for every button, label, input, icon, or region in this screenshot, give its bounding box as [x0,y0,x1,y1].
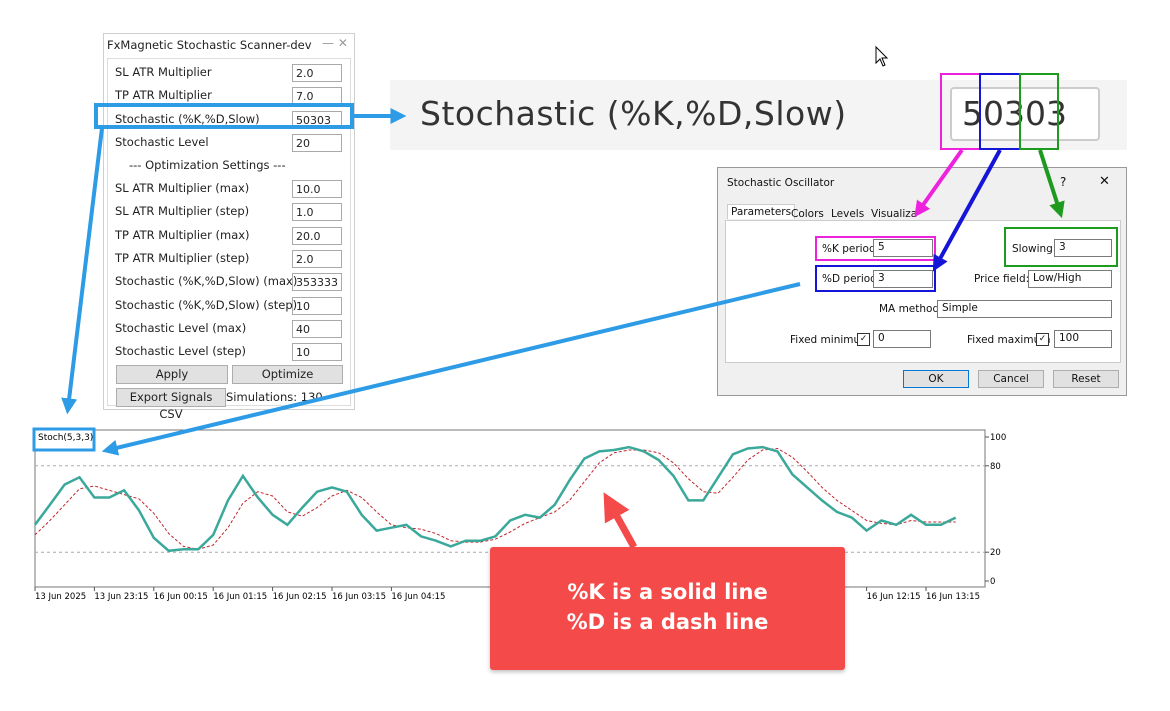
x-tick-label: 16 Jun 03:15 [332,592,386,602]
d-input[interactable]: 3 [873,270,933,288]
setting-label: Stochastic Level (step) [115,344,247,359]
setting-label: Stochastic (%K,%D,Slow) (step) [115,297,298,312]
setting-input[interactable]: 50303 [292,110,342,129]
setting-label: Stochastic (%K,%D,Slow) (max) [115,274,298,289]
tab[interactable]: Visualiza [871,208,918,220]
series-line [33,445,957,553]
dialog-title: Stochastic Oscillator [727,177,835,189]
x-tick-label: 16 Jun 12:15 [867,592,921,602]
setting-input[interactable]: 2.0 [292,64,342,82]
apply-button[interactable]: Apply [116,365,228,384]
setting-input[interactable]: 2.0 [292,249,342,268]
min-label: Fixed minimum [790,334,871,346]
k-label: %K period: [822,243,880,255]
k-input[interactable]: 5 [873,239,933,257]
chart-title: Stoch(5,3,3) [38,433,93,443]
cancel-button[interactable]: Cancel [978,370,1044,388]
setting-label: SL ATR Multiplier [115,65,212,79]
setting-label: SL ATR Multiplier (max) [115,181,250,195]
mouse-cursor [875,45,889,67]
y-tick-label: 80 [990,462,1001,472]
series-line [34,447,956,550]
setting-input[interactable]: 40 [292,319,342,338]
x-tick-label: 16 Jun 04:15 [391,592,445,602]
help-button[interactable]: ? [1060,175,1067,189]
d-label: %D period: [822,273,881,285]
max-checkbox[interactable]: ✓ [1036,333,1049,346]
zoom-value: 50303 [962,94,1067,133]
setting-input[interactable]: 20 [292,133,342,152]
export-button[interactable]: Export Signals CSV [116,388,226,421]
x-tick-label: 16 Jun 13:15 [926,592,980,602]
tab[interactable]: Levels [831,208,865,220]
setting-label: TP ATR Multiplier (max) [115,227,250,242]
zoom-label: Stochastic (%K,%D,Slow) [420,94,847,133]
x-tick-label: 13 Jun 23:15 [94,592,148,602]
min-input[interactable]: 0 [873,330,931,348]
scanner-panel: FxMagnetic Stochastic Scanner-dev — ✕ SL… [103,33,355,421]
price-label: Price field: [974,273,1030,285]
status-text: Simulations: 130 [226,390,323,404]
max-label: Fixed maximum [967,334,1051,346]
setting-label: Stochastic (%K,%D,Slow) [115,111,260,126]
setting-label: SL ATR Multiplier (step) [115,204,250,219]
setting-input[interactable]: 20.0 [292,226,342,245]
price-select[interactable]: Low/High [1028,270,1112,288]
callout: %K is a solid line %D is a dash line [490,547,845,670]
arrow [61,127,104,415]
tab[interactable]: Colors [791,208,824,220]
setting-input[interactable]: 1.0 [292,203,342,222]
y-tick-label: 100 [990,433,1006,443]
setting-input[interactable]: 353333 [292,273,342,292]
x-tick-label: 16 Jun 02:15 [273,592,327,602]
zoomed-setting: Stochastic (%K,%D,Slow) 50303 [390,80,1127,150]
x-tick-label: 16 Jun 00:15 [154,592,208,602]
y-tick-label: 0 [990,577,995,587]
x-tick-label: 16 Jun 01:15 [213,592,267,602]
optimize-button[interactable]: Optimize [232,365,343,384]
y-tick-label: 20 [990,548,1001,558]
tab[interactable]: Parameters [727,204,796,219]
x-tick-label: 13 Jun 2025 [35,592,86,602]
slowing-label: Slowing: [1012,243,1057,255]
reset-button[interactable]: Reset [1053,370,1119,388]
min-checkbox[interactable]: ✓ [857,333,870,346]
callout-line: %K is a solid line [567,580,768,604]
callout-line: %D is a dash line [566,610,769,634]
setting-label: TP ATR Multiplier (step) [115,250,250,265]
ma-label: MA method: [879,303,943,315]
max-input[interactable]: 100 [1054,330,1112,348]
panel-title: FxMagnetic Stochastic Scanner-dev [107,38,312,52]
slowing-input[interactable]: 3 [1054,239,1112,257]
ma-select[interactable]: Simple [937,300,1112,318]
setting-label: Stochastic Level [115,134,209,149]
setting-label: TP ATR Multiplier [115,88,212,103]
stochastic-dialog: Stochastic Oscillator ? ✕ Parameters Col… [717,167,1127,396]
panel-controls[interactable]: — ✕ [322,36,348,50]
setting-input[interactable]: 10.0 [292,180,342,198]
setting-input[interactable]: 10 [292,343,342,362]
close-button[interactable]: ✕ [1099,174,1110,189]
setting-input[interactable]: 10 [292,296,342,315]
setting-input[interactable]: 7.0 [292,87,342,106]
ok-button[interactable]: OK [903,370,969,388]
setting-label: Stochastic Level (max) [115,320,247,335]
section-label: --- Optimization Settings --- [129,158,286,172]
